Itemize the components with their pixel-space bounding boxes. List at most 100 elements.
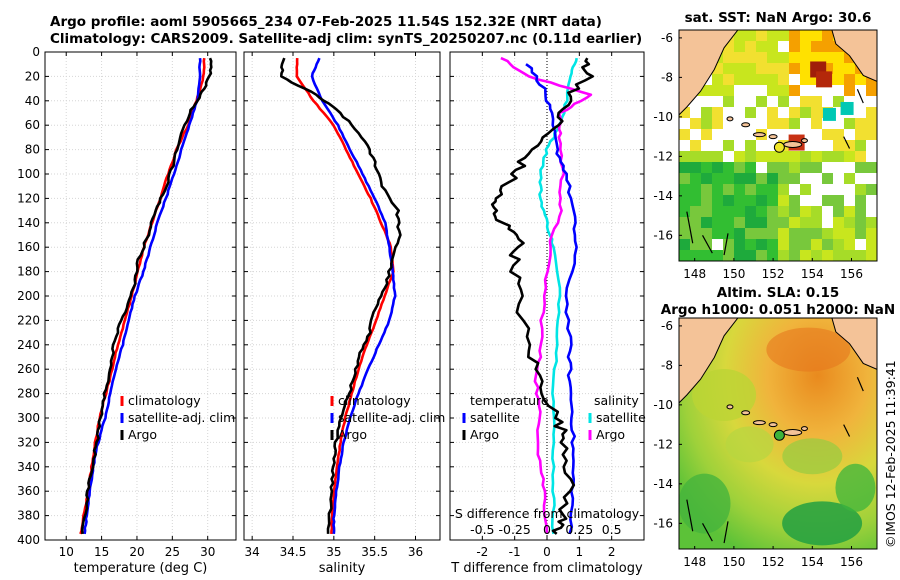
sst-cell: [866, 228, 877, 239]
sst-cell: [734, 151, 745, 162]
sla-blob: [692, 369, 757, 421]
secondary-x-tick-label: -0.25: [498, 522, 530, 537]
sst-cell: [855, 74, 866, 85]
sst-cell: [866, 250, 877, 261]
sst-cell: [822, 173, 833, 184]
sst-cell: [800, 52, 811, 63]
sst-cell: [690, 140, 701, 151]
sst-cell: [822, 129, 833, 140]
sst-cell: [822, 195, 833, 206]
x-axis-label: temperature (deg C): [74, 561, 208, 576]
sst-cell: [789, 250, 800, 261]
sst-cell: [800, 41, 811, 52]
sst-cell: [833, 63, 844, 74]
sst-cell: [855, 151, 866, 162]
legend-sal-satellite-label: satellite: [596, 410, 646, 425]
sst-cell: [690, 239, 701, 250]
salinity-argo-line: [500, 56, 593, 534]
sst-cell: [701, 217, 712, 228]
sst-cell: [811, 30, 822, 41]
land-island: [800, 138, 808, 144]
sst-cell: [855, 228, 866, 239]
sst-cell: [855, 250, 866, 261]
reef-outline: [843, 136, 851, 149]
sst-cell: [767, 206, 778, 217]
sst-cell: [701, 129, 712, 140]
sst-cell: [767, 217, 778, 228]
sst-cell: [690, 195, 701, 206]
copyright-stamp: ©IMOS 12-Feb-2025 11:39:41: [883, 360, 898, 548]
sst-cell: [723, 96, 734, 107]
sst-cell: [789, 206, 800, 217]
climatology-line: [79, 57, 206, 535]
sst-cell: [855, 184, 866, 195]
sst-cell: [800, 217, 811, 228]
x-tick-label: 35: [326, 545, 341, 559]
legend-temp-argo-label: Argo: [470, 427, 499, 442]
y-tick-label: -8: [661, 358, 673, 372]
sst-cell: [745, 206, 756, 217]
sst-cell: [723, 74, 734, 85]
y-tick-label: -6: [661, 319, 673, 333]
sst-cell: [855, 140, 866, 151]
sst-cell: [679, 250, 690, 261]
sst-cell: [844, 74, 855, 85]
sst-cell: [723, 184, 734, 195]
sst-cell: [811, 41, 822, 52]
sst-cell: [712, 184, 723, 195]
map-box: [678, 317, 878, 550]
sst-cell: [745, 162, 756, 173]
sst-cell: [800, 30, 811, 41]
sst-cell: [745, 239, 756, 250]
sst-cell: [679, 228, 690, 239]
map-title-argo-h: Argo h1000: 0.051 h2000: NaN: [661, 302, 895, 318]
sst-cell: [789, 30, 800, 41]
sst-cell: [679, 173, 690, 184]
sst-cell: [811, 250, 822, 261]
y-tick-label: 60: [25, 118, 40, 132]
sst-cell: [811, 96, 822, 107]
sst-cell: [866, 129, 877, 140]
sst-hotspot: [816, 71, 833, 88]
sst-cell: [811, 239, 822, 250]
sst-cell: [767, 63, 778, 74]
sst-cell: [745, 74, 756, 85]
sst-cell: [811, 151, 822, 162]
y-tick-label: 200: [17, 289, 40, 303]
sst-cell: [690, 173, 701, 184]
y-tick-label: 120: [17, 191, 40, 205]
sst-cell: [855, 118, 866, 129]
y-tick-label: -8: [661, 70, 673, 84]
sst-cell: [778, 228, 789, 239]
sst-cell: [767, 151, 778, 162]
sst-cell: [800, 63, 811, 74]
sst-cell: [833, 206, 844, 217]
satellite-clim-line: [310, 57, 397, 535]
sst-cell: [756, 250, 767, 261]
sst-cell: [745, 30, 756, 41]
sla-blob: [725, 426, 774, 463]
land-island: [768, 134, 778, 140]
sst-cell: [756, 74, 767, 85]
sst-cell: [723, 52, 734, 63]
argo-position-marker: [773, 429, 785, 441]
sst-cell: [789, 173, 800, 184]
sst-cell: [855, 129, 866, 140]
y-tick-label: 360: [17, 484, 40, 498]
x-tick-label: -1: [509, 545, 521, 559]
sst-cell: [767, 195, 778, 206]
sst-cell: [679, 184, 690, 195]
sst-cell: [734, 195, 745, 206]
x-tick-label: 150: [722, 267, 745, 281]
x-tick-label: 10: [59, 545, 74, 559]
sst-cell: [745, 195, 756, 206]
sla-map: [678, 317, 878, 549]
sst-cell: [767, 30, 778, 41]
sst-cell: [789, 217, 800, 228]
y-tick-label: 220: [17, 313, 40, 327]
sst-cell: [800, 151, 811, 162]
sst-cell: [844, 140, 855, 151]
argo-position-marker: [773, 141, 785, 153]
sst-cell: [745, 41, 756, 52]
